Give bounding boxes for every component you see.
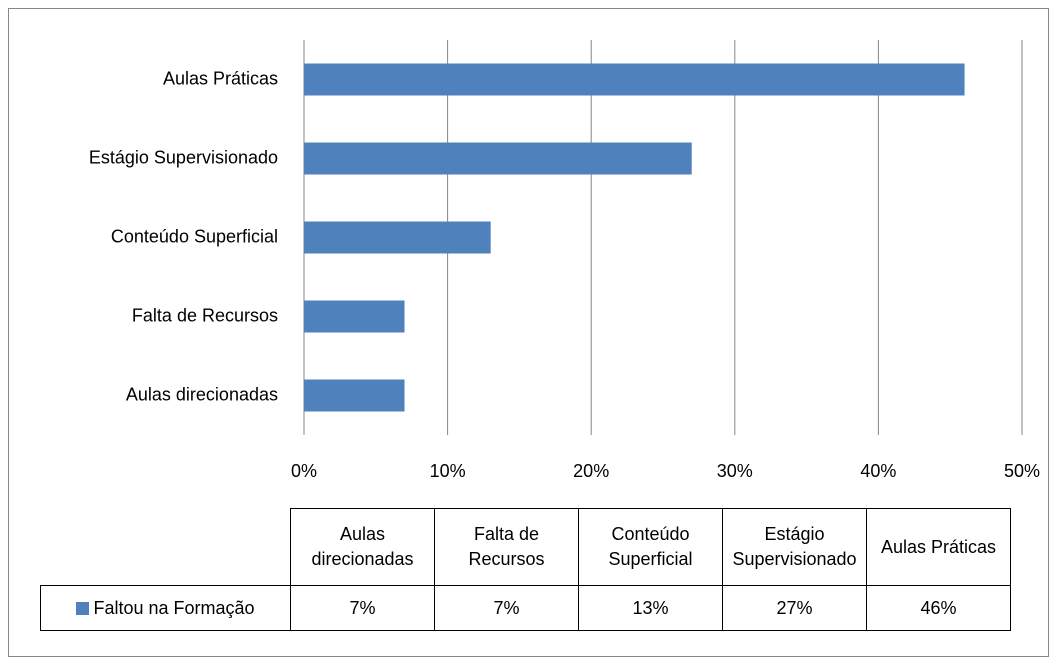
legend-cell: Faltou na Formação xyxy=(40,585,291,631)
data-table: Aulas direcionadas Falta de Recursos Conte… xyxy=(40,508,1011,631)
y-tick-label: Aulas direcionadas xyxy=(126,384,278,404)
legend-label: Faltou na Formação xyxy=(93,597,255,618)
x-tick-label: 50% xyxy=(1004,461,1040,481)
y-tick-label: Conteúdo Superficial xyxy=(111,226,278,246)
value-cell: 46% xyxy=(866,585,1011,631)
value-cell: 7% xyxy=(290,585,435,631)
bar xyxy=(304,142,692,175)
value-cell: 27% xyxy=(722,585,867,631)
header-cell: Estágio Supervisionado xyxy=(722,508,867,586)
x-tick-label: 30% xyxy=(717,461,753,481)
y-tick-label: Falta de Recursos xyxy=(132,305,278,325)
bar xyxy=(304,379,405,412)
header-row: Aulas direcionadas Falta de Recursos Conte… xyxy=(41,508,1011,586)
header-cell: Falta de Recursos xyxy=(434,508,579,586)
bar xyxy=(304,63,965,96)
blank-cell xyxy=(41,509,291,586)
x-tick-label: 40% xyxy=(860,461,896,481)
header-cell: Aulas Práticas xyxy=(866,508,1011,586)
y-tick-label: Aulas Práticas xyxy=(163,68,278,88)
x-tick-label: 10% xyxy=(430,461,466,481)
y-tick-label: Estágio Supervisionado xyxy=(89,147,278,167)
value-cell: 7% xyxy=(434,585,579,631)
legend-key xyxy=(76,601,90,615)
bar xyxy=(304,300,405,333)
header-cell: Conteúdo Superficial xyxy=(578,508,723,586)
bar xyxy=(304,221,491,254)
x-tick-label: 0% xyxy=(291,461,317,481)
chart-frame xyxy=(8,8,1049,657)
x-tick-label: 20% xyxy=(573,461,609,481)
value-cell: 13% xyxy=(578,585,723,631)
data-row: Faltou na Formação 7% 7% 13% 27% 46% xyxy=(40,585,1011,631)
header-cell: Aulas direcionadas xyxy=(290,508,435,586)
